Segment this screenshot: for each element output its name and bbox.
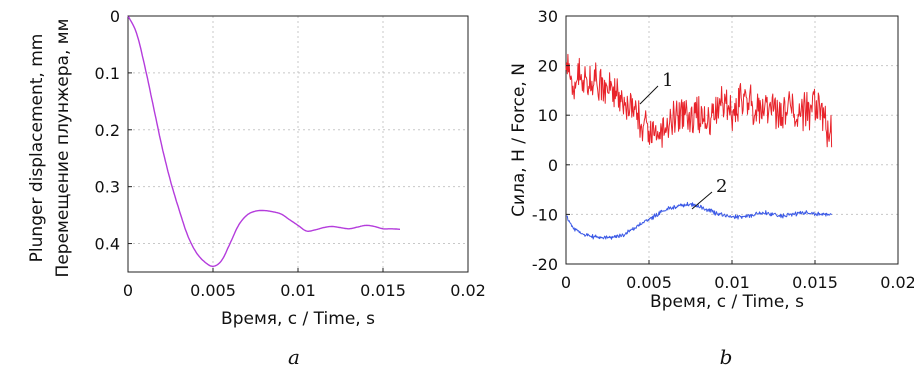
series-2-leader-line [691, 191, 713, 210]
panel-b-letter: b [720, 345, 733, 369]
y-tick-label: -20 [532, 255, 558, 274]
panel-b-series [565, 53, 833, 240]
panel-a-x-axis-label: Время, с / Time, s [221, 309, 375, 329]
x-tick-label: 0.015 [792, 273, 838, 292]
panel-a-y-axis-label-en: Plunger displacement, mm [27, 34, 47, 263]
y-tick-label: 0.1 [95, 64, 120, 83]
panel-a-x-ticks: 0 0.005 0.01 0.015 0.02 [123, 268, 486, 300]
series-1-annotation: 1 [662, 70, 673, 91]
y-tick-label: 30 [538, 7, 558, 26]
y-tick-label: 0 [548, 156, 558, 175]
y-tick-label: -10 [532, 205, 558, 224]
panel-a-letter: a [288, 345, 300, 369]
y-tick-label: 0.4 [95, 235, 120, 254]
series-line-1 [565, 53, 833, 148]
panel-a-y-axis-label-ru: Перемещение плунжера, мм [53, 19, 73, 278]
panel-b-y-axis-label: Сила, Н / Force, N [509, 63, 529, 217]
panel-a-series [127, 15, 401, 267]
panel-b-y-ticks: -20 -10 0 10 20 30 [532, 7, 570, 274]
x-tick-label: 0.01 [714, 273, 750, 292]
x-tick-label: 0.01 [280, 281, 316, 300]
x-tick-label: 0.015 [360, 281, 406, 300]
panel-b: 0 0.005 0.01 0.015 0.02 -20 -10 0 10 20 30 1 2 Вр… [509, 7, 914, 369]
x-tick-label: 0.02 [450, 281, 486, 300]
x-tick-label: 0 [561, 273, 571, 292]
y-tick-label: 0.2 [95, 121, 120, 140]
panel-b-grid [566, 16, 898, 264]
panel-b-annotations: 1 2 [639, 70, 727, 210]
panel-a-plot-frame [127, 15, 469, 273]
x-tick-label: 0.005 [190, 281, 236, 300]
panel-a: 0 0.005 0.01 0.015 0.02 0 0.1 0.2 0.3 0.4 Время,… [27, 7, 486, 369]
series-line-2 [565, 201, 832, 240]
series-2-annotation: 2 [716, 176, 727, 197]
panel-a-y-ticks: 0 0.1 0.2 0.3 0.4 [95, 7, 132, 254]
series-1-leader-line [639, 85, 659, 105]
panel-b-x-axis-label: Время, с / Time, s [650, 292, 804, 312]
y-tick-label: 0 [110, 7, 120, 26]
y-tick-label: 20 [538, 57, 558, 76]
y-tick-label: 10 [538, 106, 558, 125]
x-tick-label: 0.02 [880, 273, 914, 292]
x-tick-label: 0 [123, 281, 133, 300]
panel-b-x-ticks: 0 0.005 0.01 0.015 0.02 [561, 260, 914, 292]
panel-a-grid [128, 16, 468, 272]
series-line-1 [127, 15, 401, 267]
y-tick-label: 0.3 [95, 178, 120, 197]
x-tick-label: 0.005 [626, 273, 672, 292]
